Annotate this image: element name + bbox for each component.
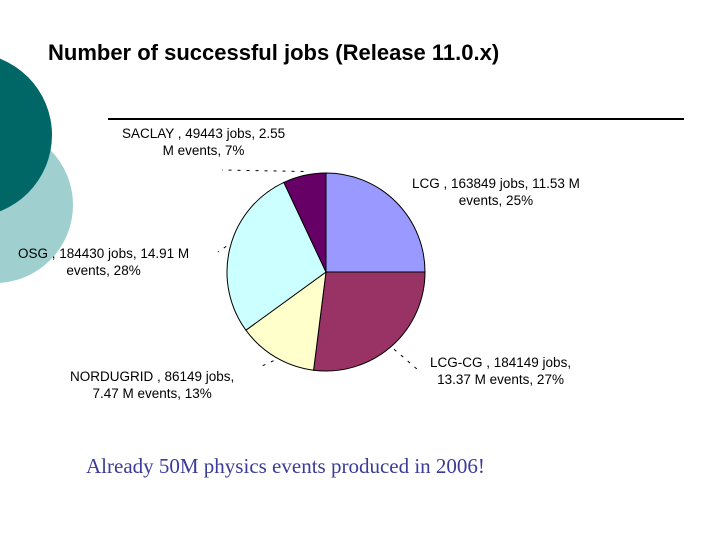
slice-label-line: events, 28% <box>66 263 141 278</box>
slice-label-nordugrid: NORDUGRID , 86149 jobs, 7.47 M events, 1… <box>70 368 234 402</box>
slice-label-line: M events, 7% <box>162 143 245 158</box>
slide-caption: Already 50M physics events produced in 2… <box>86 454 485 478</box>
leader-line-saclay <box>221 169 304 172</box>
slice-label-saclay: SACLAY , 49443 jobs, 2.55 M events, 7% <box>122 125 285 159</box>
slice-label-osg: OSG , 184430 jobs, 14.91 M events, 28% <box>18 245 189 279</box>
pie-slice-lcg <box>325 172 426 273</box>
leader-line-osg <box>217 245 227 253</box>
pie-slice-nordugrid <box>245 270 327 371</box>
slide-title: Number of successful jobs (Release 11.0.… <box>48 40 500 65</box>
slice-label-line: 7.47 M events, 13% <box>92 386 212 401</box>
leader-line-nordugrid <box>261 360 274 367</box>
leader-line-lcg-cg <box>393 348 419 371</box>
slice-label-line: 13.37 M events, 27% <box>437 372 564 387</box>
slice-label-line: LCG-CG , 184149 jobs, <box>430 355 572 370</box>
pie-slice-osg <box>226 181 327 331</box>
slice-label-lcg: LCG , 163849 jobs, 11.53 M events, 25% <box>412 175 580 209</box>
decorative-dark-teal-circle <box>0 58 52 212</box>
slice-label-line: SACLAY , 49443 jobs, 2.55 <box>122 126 286 141</box>
pie-slice-saclay <box>283 172 327 273</box>
slice-label-line: events, 25% <box>458 193 534 208</box>
slice-label-line: NORDUGRID , 86149 jobs, <box>70 369 235 384</box>
leader-lines <box>217 169 419 371</box>
slice-label-line: OSG , 184430 jobs, 14.91 M <box>18 246 190 261</box>
pie-slices <box>226 172 426 372</box>
slice-label-lcg-cg: LCG-CG , 184149 jobs, 13.37 M events, 27… <box>430 354 571 388</box>
slice-label-line: LCG , 163849 jobs, 11.53 M <box>412 176 580 191</box>
title-divider <box>108 118 684 120</box>
pie-slice-lcg-cg <box>313 271 426 372</box>
